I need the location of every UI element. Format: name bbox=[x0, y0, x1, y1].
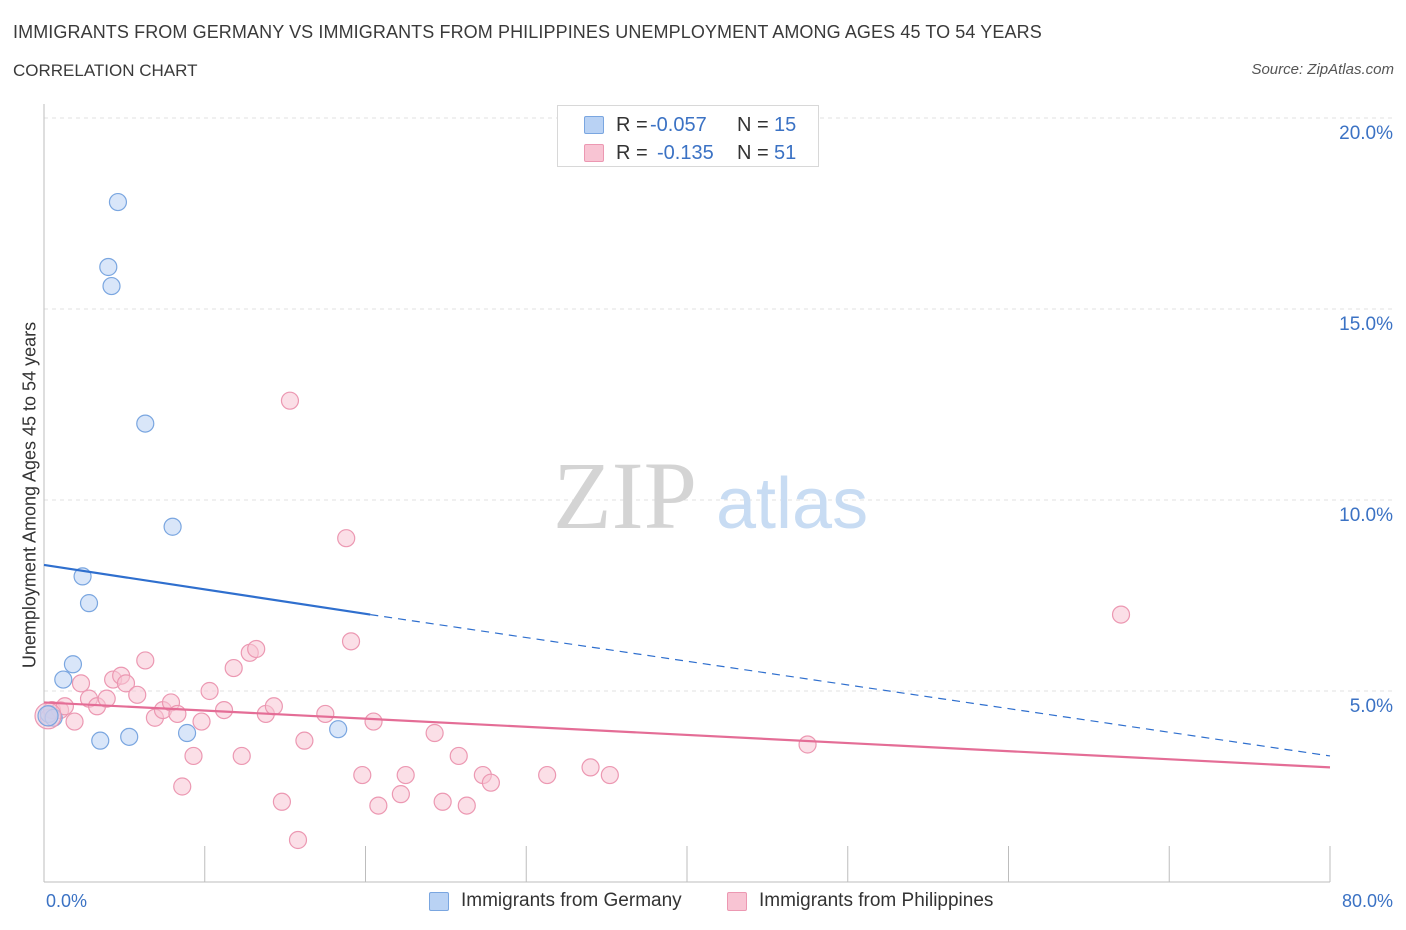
germany-swatch bbox=[584, 116, 604, 134]
philippines-legend-swatch bbox=[727, 892, 747, 911]
x-tick-label-max: 80.0% bbox=[1341, 891, 1393, 911]
n-value: 51 bbox=[774, 142, 797, 164]
germany-point bbox=[136, 414, 155, 433]
germany-point bbox=[108, 192, 128, 212]
philippines-point bbox=[341, 632, 361, 651]
philippines-point bbox=[449, 746, 468, 766]
germany-point bbox=[102, 276, 121, 296]
philippines-point bbox=[173, 777, 192, 796]
philippines-point bbox=[65, 712, 84, 731]
philippines-point bbox=[364, 712, 383, 731]
philippines-point bbox=[184, 746, 203, 766]
germany-trend-line bbox=[43, 563, 371, 616]
watermark: ZIP atlas bbox=[553, 442, 868, 549]
germany-point bbox=[79, 594, 99, 613]
germany-point bbox=[163, 517, 182, 536]
germany-point-cluster bbox=[37, 705, 59, 727]
correlation-legend: R = -0.057 N = 15 R = -0.135 N = 51 bbox=[557, 105, 819, 167]
germany-point bbox=[99, 257, 118, 277]
axes bbox=[43, 104, 1331, 883]
philippines-point bbox=[295, 731, 314, 750]
philippines-point bbox=[71, 674, 91, 693]
grid-lines bbox=[44, 117, 1395, 692]
philippines-point bbox=[214, 700, 234, 720]
data-points bbox=[34, 192, 1131, 850]
philippines-point bbox=[353, 765, 372, 785]
n-label: N = bbox=[737, 114, 769, 136]
philippines-point bbox=[457, 796, 476, 815]
germany-legend-swatch bbox=[429, 892, 449, 911]
philippines-point bbox=[337, 529, 356, 548]
watermark-atlas: atlas bbox=[716, 464, 868, 544]
philippines-point bbox=[280, 391, 300, 410]
philippines-point bbox=[396, 765, 415, 785]
y-axis-label: Unemployment Among Ages 45 to 54 years bbox=[19, 321, 40, 669]
n-label: N = bbox=[737, 142, 769, 164]
philippines-trend-line bbox=[43, 701, 1331, 769]
philippines-point bbox=[288, 830, 308, 850]
philippines-point bbox=[538, 765, 557, 785]
philippines-point bbox=[264, 697, 283, 716]
germany-point bbox=[177, 723, 197, 743]
germany-point bbox=[54, 670, 73, 689]
y-tick-label: 5.0% bbox=[1349, 696, 1393, 717]
philippines-point bbox=[391, 785, 410, 804]
philippines-point bbox=[247, 639, 266, 659]
philippines-point bbox=[224, 658, 243, 678]
source-label: Source: ZipAtlas.com bbox=[1251, 61, 1394, 78]
y-tick-label: 10.0% bbox=[1339, 505, 1393, 526]
philippines-legend-label: Immigrants from Philippines bbox=[759, 890, 994, 911]
chart-subtitle: CORRELATION CHART bbox=[13, 61, 198, 80]
philippines-point bbox=[232, 746, 251, 766]
philippines-point bbox=[798, 735, 817, 754]
y-tick-label: 20.0% bbox=[1339, 123, 1393, 144]
germany-point bbox=[120, 727, 139, 746]
philippines-point bbox=[200, 681, 219, 701]
n-value: 15 bbox=[774, 114, 797, 136]
philippines-point bbox=[128, 685, 147, 704]
philippines-point bbox=[97, 689, 116, 708]
chart-title: IMMIGRANTS FROM GERMANY VS IMMIGRANTS FR… bbox=[13, 22, 1042, 42]
philippines-swatch bbox=[584, 144, 604, 162]
philippines-point bbox=[481, 773, 500, 792]
philippines-point bbox=[272, 792, 292, 811]
philippines-point bbox=[369, 796, 388, 815]
philippines-point bbox=[1111, 605, 1131, 624]
trend-lines bbox=[43, 563, 1331, 769]
germany-trend-extension bbox=[370, 614, 1331, 757]
germany-point bbox=[91, 731, 110, 750]
germany-point bbox=[329, 720, 348, 739]
philippines-point bbox=[136, 651, 155, 670]
germany-legend-label: Immigrants from Germany bbox=[461, 890, 682, 911]
r-value: -0.057 bbox=[650, 114, 707, 136]
philippines-point bbox=[116, 674, 136, 693]
r-label: R = bbox=[616, 142, 648, 164]
philippines-point bbox=[425, 723, 444, 743]
philippines-point bbox=[433, 792, 452, 811]
philippines-point bbox=[600, 765, 619, 785]
watermark-zip: ZIP bbox=[553, 442, 697, 549]
y-tick-label: 15.0% bbox=[1339, 314, 1393, 335]
r-label: R = bbox=[616, 114, 648, 136]
philippines-point bbox=[192, 712, 211, 731]
x-tick-label-min: 0.0% bbox=[46, 891, 88, 911]
philippines-point bbox=[581, 758, 600, 777]
germany-point bbox=[63, 655, 83, 674]
philippines-point bbox=[316, 704, 335, 724]
r-value: -0.135 bbox=[657, 142, 714, 164]
